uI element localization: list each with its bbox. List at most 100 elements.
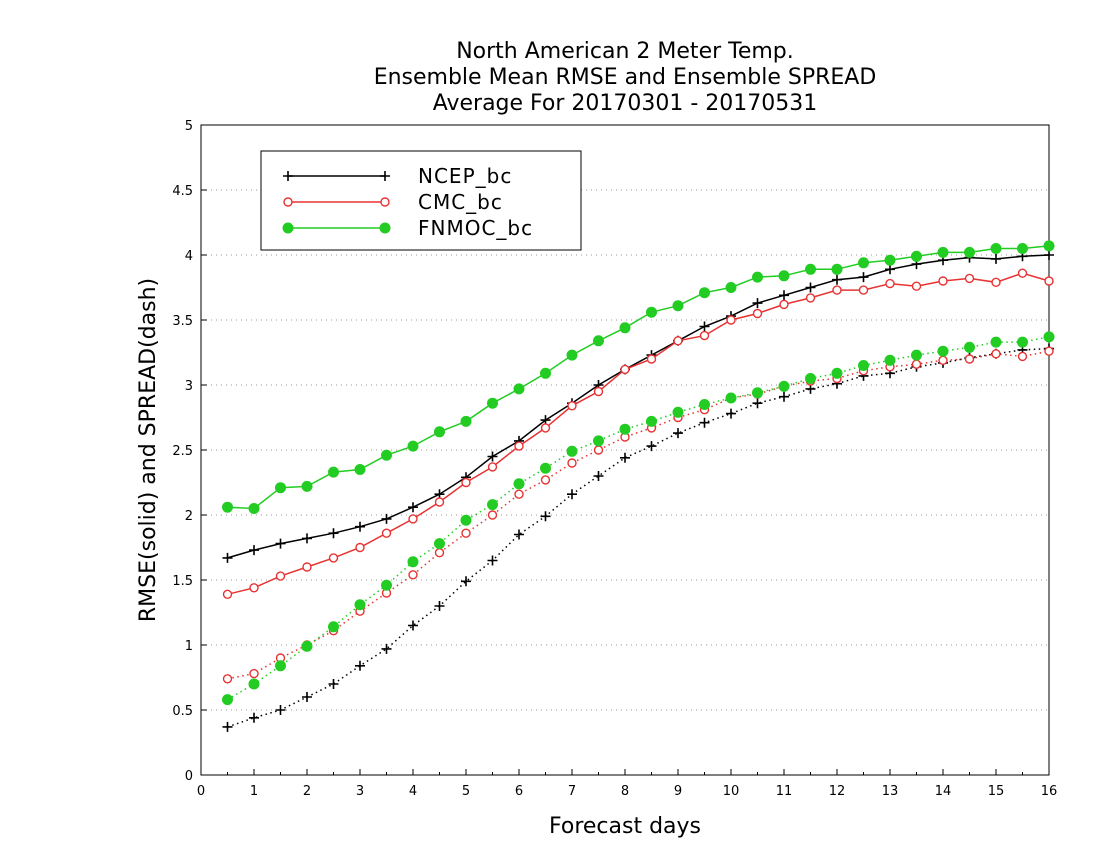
point-cmc-bc-spread-27: [938, 355, 948, 365]
point-fnmoc-bc-spread-8: [434, 538, 445, 550]
point-fnmoc-bc-spread-21: [778, 380, 790, 392]
point-fnmoc-bc-rmse-6: [381, 449, 392, 461]
point-cmc-bc-rmse-29: [991, 277, 1001, 287]
point-fnmoc-bc-spread-1: [248, 678, 260, 690]
point-ncep-bc-rmse-0: [222, 552, 233, 563]
point-ncep-bc-spread-21: [779, 391, 789, 402]
x-tick-label-15: 15: [988, 784, 1005, 799]
point-ncep-bc-rmse-25: [885, 264, 895, 275]
point-fnmoc-bc-rmse-31: [1043, 240, 1055, 252]
series-cmc-bc-spread: [222, 346, 1054, 684]
y-tick-label-5: 2.5: [172, 444, 193, 459]
point-fnmoc-bc-rmse-30: [1017, 243, 1028, 254]
point-ncep-bc-spread-8: [434, 601, 445, 611]
series-fnmoc-bc-spread: [222, 331, 1055, 706]
point-cmc-bc-rmse-20: [752, 308, 763, 319]
point-cmc-bc-spread-8: [434, 548, 445, 558]
point-ncep-bc-spread-14: [593, 471, 604, 481]
point-ncep-bc-spread-6: [381, 643, 392, 654]
y-tick-label-0: 0: [185, 769, 193, 784]
point-ncep-bc-spread-12: [540, 511, 551, 522]
y-tick-label-3: 1.5: [172, 574, 193, 589]
point-fnmoc-bc-rmse-20: [752, 271, 763, 283]
point-ncep-bc-rmse-4: [328, 528, 339, 539]
point-fnmoc-bc-rmse-19: [725, 282, 737, 293]
point-ncep-bc-rmse-5: [355, 521, 365, 532]
point-fnmoc-bc-spread-11: [513, 478, 525, 490]
point-ncep-bc-spread-15: [620, 452, 630, 463]
point-fnmoc-bc-rmse-15: [619, 322, 631, 334]
y-axis-label: RMSE(solid) and SPREAD(dash): [136, 278, 161, 622]
point-fnmoc-bc-rmse-23: [831, 263, 843, 275]
point-ncep-bc-spread-7: [408, 620, 418, 631]
point-cmc-bc-spread-9: [461, 528, 471, 538]
point-cmc-bc-rmse-12: [540, 423, 551, 433]
point-cmc-bc-rmse-28: [964, 273, 975, 284]
point-fnmoc-bc-spread-2: [275, 660, 286, 672]
point-cmc-bc-spread-29: [991, 349, 1001, 359]
point-cmc-bc-rmse-16: [646, 354, 657, 364]
x-tick-label-1: 1: [250, 784, 258, 799]
point-fnmoc-bc-spread-19: [725, 392, 737, 404]
legend-marker-right-fnmoc-bc: [379, 222, 391, 234]
point-fnmoc-bc-spread-13: [566, 445, 578, 457]
point-cmc-bc-rmse-17: [673, 336, 683, 346]
point-cmc-bc-rmse-2: [275, 571, 286, 581]
point-cmc-bc-rmse-18: [699, 330, 710, 341]
point-ncep-bc-spread-5: [355, 660, 365, 671]
y-tick-label-4: 2: [185, 509, 193, 524]
point-fnmoc-bc-spread-3: [301, 640, 313, 652]
point-fnmoc-bc-rmse-4: [328, 466, 339, 478]
point-ncep-bc-rmse-2: [275, 538, 286, 549]
point-fnmoc-bc-spread-28: [964, 341, 975, 353]
point-fnmoc-bc-rmse-14: [593, 335, 604, 347]
y-tick-label-6: 3: [185, 379, 193, 394]
point-cmc-bc-rmse-30: [1017, 268, 1028, 278]
point-fnmoc-bc-spread-23: [831, 367, 843, 379]
x-tick-label-13: 13: [882, 784, 899, 799]
point-ncep-bc-rmse-29: [991, 253, 1001, 264]
point-cmc-bc-spread-14: [593, 445, 604, 455]
point-ncep-bc-rmse-20: [752, 298, 763, 309]
point-cmc-bc-rmse-13: [567, 401, 577, 411]
x-axis-label: Forecast days: [549, 814, 701, 839]
point-cmc-bc-rmse-5: [355, 542, 365, 553]
point-fnmoc-bc-rmse-10: [487, 397, 498, 409]
point-ncep-bc-spread-1: [249, 712, 259, 723]
point-cmc-bc-rmse-27: [938, 276, 948, 286]
point-cmc-bc-rmse-23: [832, 285, 842, 295]
point-cmc-bc-rmse-3: [302, 562, 312, 572]
series-ncep-bc-spread: [222, 343, 1054, 732]
point-fnmoc-bc-rmse-18: [699, 287, 710, 299]
point-fnmoc-bc-rmse-1: [248, 503, 260, 514]
point-cmc-bc-spread-10: [487, 510, 498, 520]
point-fnmoc-bc-spread-0: [222, 694, 233, 706]
legend-marker-right-cmc-bc: [380, 197, 390, 207]
series-line-cmc-bc-spread: [227, 350, 1050, 680]
series-line-fnmoc-bc-spread: [227, 336, 1050, 701]
point-fnmoc-bc-spread-14: [593, 435, 604, 447]
y-tick-label-9: 4.5: [172, 184, 193, 199]
point-cmc-bc-rmse-4: [328, 553, 339, 563]
point-ncep-bc-spread-18: [699, 417, 710, 428]
x-tick-label-5: 5: [462, 784, 470, 799]
series-line-ncep-bc-rmse: [227, 254, 1050, 559]
point-fnmoc-bc-spread-16: [646, 415, 657, 427]
series-ncep-bc-rmse: [222, 250, 1054, 563]
point-cmc-bc-spread-0: [222, 674, 233, 684]
x-tick-label-14: 14: [935, 784, 952, 799]
point-ncep-bc-rmse-31: [1044, 250, 1054, 260]
point-fnmoc-bc-spread-5: [354, 599, 366, 611]
point-cmc-bc-rmse-25: [885, 278, 895, 289]
y-tick-label-8: 4: [185, 249, 193, 264]
series-layer: [222, 240, 1055, 732]
point-fnmoc-bc-rmse-26: [911, 250, 922, 262]
point-ncep-bc-rmse-10: [487, 451, 498, 462]
point-fnmoc-bc-rmse-5: [354, 464, 366, 475]
legend-label-fnmoc-bc: FNMOC_bc: [418, 216, 533, 240]
x-tick-label-7: 7: [568, 784, 576, 799]
y-tick-label-7: 3.5: [172, 314, 193, 329]
x-tick-label-4: 4: [409, 784, 417, 799]
point-fnmoc-bc-spread-4: [328, 621, 339, 633]
point-ncep-bc-rmse-23: [832, 274, 842, 285]
